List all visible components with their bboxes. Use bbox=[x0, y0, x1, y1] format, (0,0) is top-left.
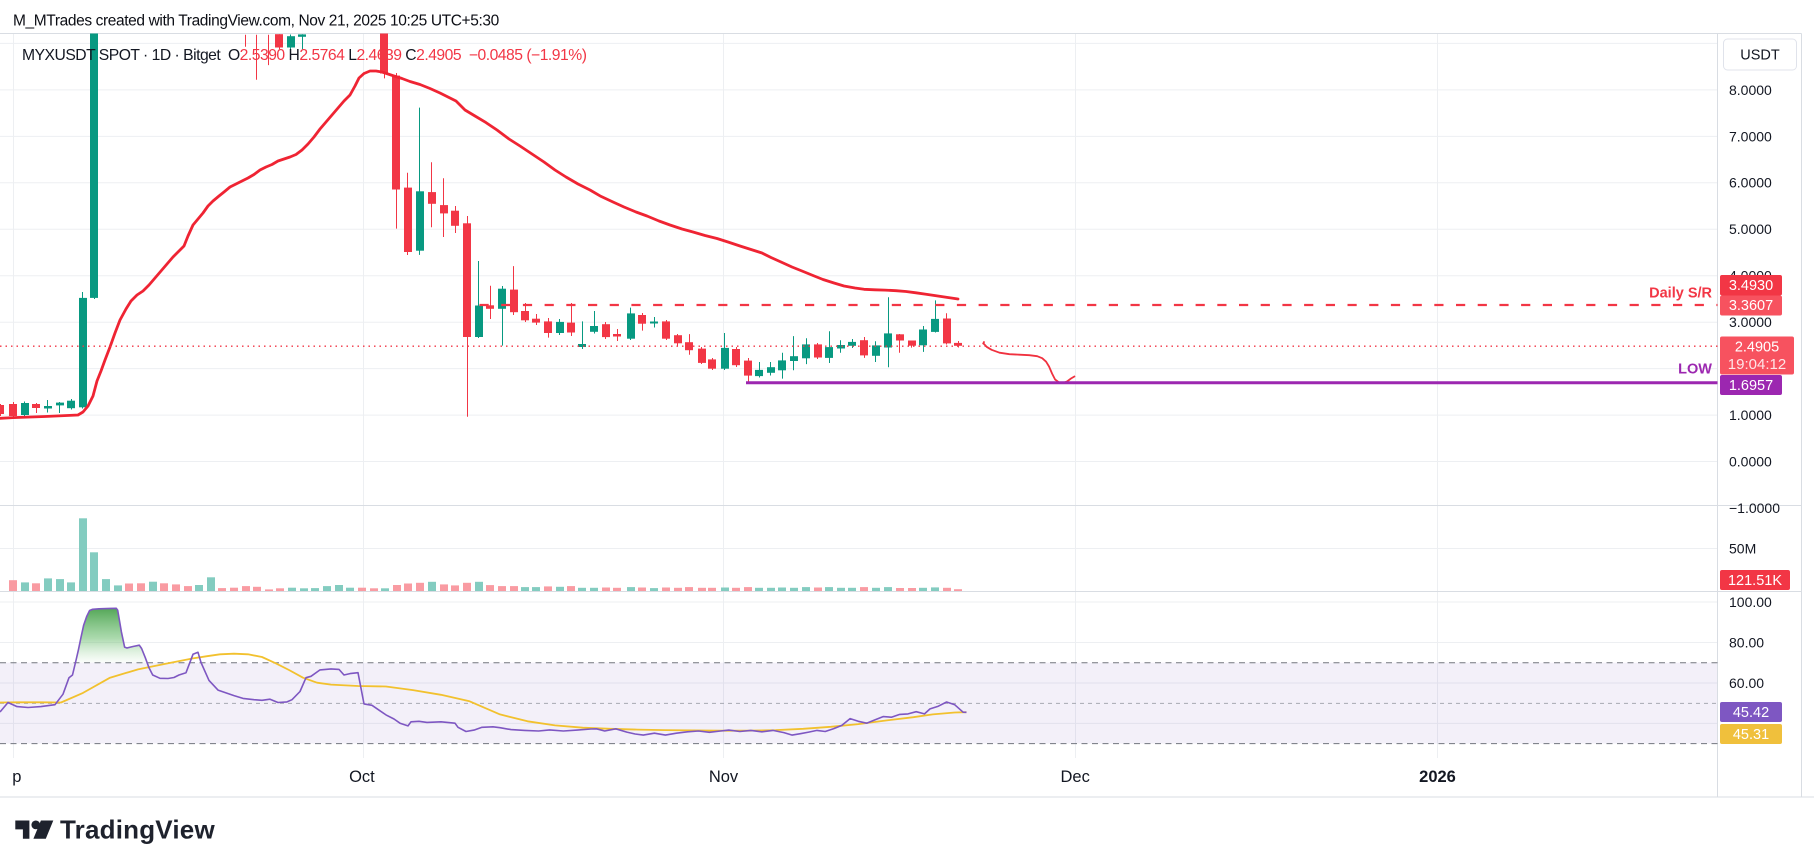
svg-text:3.4930: 3.4930 bbox=[1729, 278, 1773, 294]
svg-text:3.0000: 3.0000 bbox=[1729, 314, 1772, 330]
svg-text:7.0000: 7.0000 bbox=[1729, 128, 1772, 144]
svg-text:−1.0000: −1.0000 bbox=[1729, 500, 1780, 516]
svg-text:USDT: USDT bbox=[1740, 48, 1780, 64]
svg-text:Daily S/R: Daily S/R bbox=[1649, 286, 1712, 302]
svg-text:45.31: 45.31 bbox=[1733, 727, 1769, 743]
svg-text:2026: 2026 bbox=[1419, 768, 1456, 786]
svg-text:100.00: 100.00 bbox=[1729, 594, 1772, 610]
svg-text:121.51K: 121.51K bbox=[1728, 573, 1782, 589]
svg-text:8.0000: 8.0000 bbox=[1729, 82, 1772, 98]
svg-text:5.0000: 5.0000 bbox=[1729, 221, 1772, 237]
svg-text:M_MTrades created with Trading: M_MTrades created with TradingView.com, … bbox=[13, 13, 500, 30]
svg-text:LOW: LOW bbox=[1678, 362, 1712, 378]
svg-text:Oct: Oct bbox=[349, 768, 375, 786]
svg-text:3.3607: 3.3607 bbox=[1729, 298, 1773, 314]
svg-text:MYXUSDT SPOT · 1D · Bitget O2: MYXUSDT SPOT · 1D · Bitget O2.5390 H2.57… bbox=[22, 47, 587, 64]
svg-text:2.4905: 2.4905 bbox=[1735, 340, 1779, 356]
svg-text:p: p bbox=[12, 768, 21, 786]
svg-text:Dec: Dec bbox=[1061, 768, 1090, 786]
svg-text:1.0000: 1.0000 bbox=[1729, 407, 1772, 423]
svg-text:80.00: 80.00 bbox=[1729, 634, 1764, 650]
svg-text:6.0000: 6.0000 bbox=[1729, 175, 1772, 191]
svg-text:TradingView: TradingView bbox=[60, 815, 215, 845]
svg-text:0.0000: 0.0000 bbox=[1729, 453, 1772, 469]
svg-text:1.6957: 1.6957 bbox=[1729, 378, 1773, 394]
svg-text:50M: 50M bbox=[1729, 540, 1756, 556]
svg-text:19:04:12: 19:04:12 bbox=[1728, 356, 1786, 373]
svg-text:Nov: Nov bbox=[709, 768, 739, 786]
svg-text:45.42: 45.42 bbox=[1733, 705, 1769, 721]
svg-text:60.00: 60.00 bbox=[1729, 675, 1764, 691]
